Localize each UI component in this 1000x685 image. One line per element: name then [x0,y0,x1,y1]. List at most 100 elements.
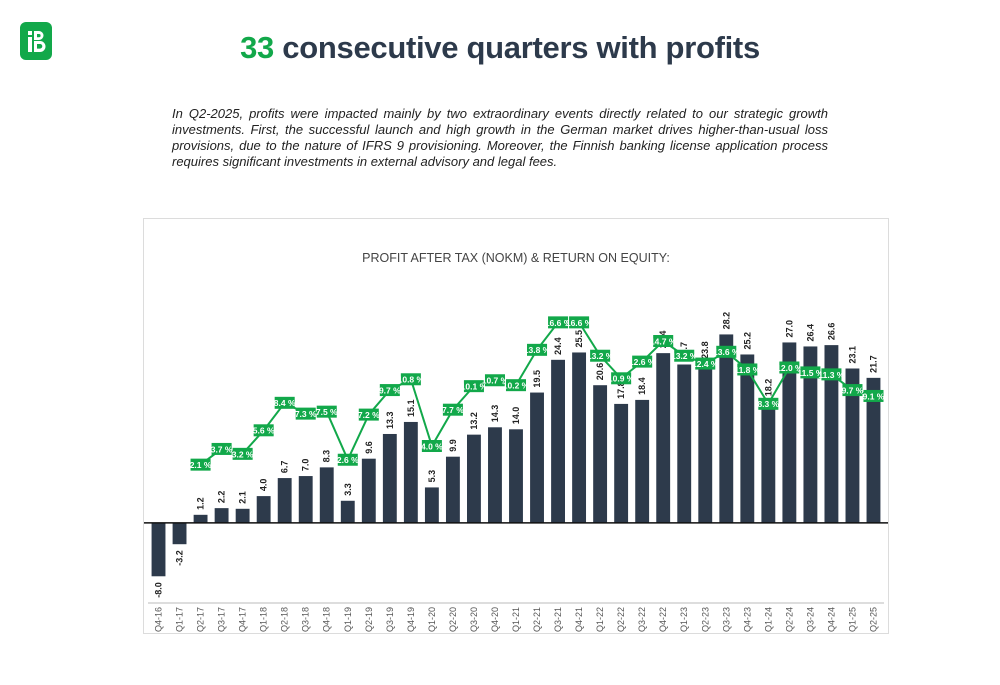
bar-Q4-23 [740,354,755,523]
roe-marker-Q2-17 [190,458,211,471]
bar-value-label: 24.4 [553,337,563,355]
bar-value-label: 20.6 [595,363,605,381]
roe-value-label: 10.9 % [608,374,635,384]
tick-label-Q1-25: Q1-25 [847,607,857,632]
roe-value-label: 2.6 % [337,455,359,465]
roe-marker-Q3-23 [716,345,737,358]
roe-marker-Q3-17 [211,442,232,455]
roe-marker-Q1-21 [505,379,527,392]
roe-marker-Q1-23 [674,349,695,362]
roe-value-label: 3.7 % [211,444,233,454]
bar-value-label: 2.1 [238,491,248,504]
bar-Q1-24 [761,401,776,523]
tick-label-Q4-21: Q4-21 [574,607,584,632]
bar-value-label: 9.9 [448,439,458,452]
roe-value-label: 5.6 % [253,426,275,436]
tick-label-Q3-20: Q3-20 [469,607,479,632]
bar-value-label: 1.2 [196,497,206,510]
roe-marker-Q4-18 [316,405,337,418]
bar-Q4-24 [824,345,839,523]
intro-paragraph: In Q2-2025, profits were impacted mainly… [172,106,828,169]
roe-value-label: 9.7 % [379,385,401,395]
roe-value-label: 7.5 % [316,407,338,417]
bar-value-label: 17.8 [616,381,626,399]
bar-Q1-21 [509,429,523,523]
roe-value-label: 10.2 % [503,381,530,391]
bar-value-label: 19.5 [532,370,542,388]
roe-value-label: 10.8 % [398,375,425,385]
roe-marker-Q4-20 [484,374,505,387]
roe-marker-Q2-20 [442,403,463,416]
tick-label-Q3-23: Q3-23 [721,607,731,632]
roe-marker-Q2-22 [611,372,632,385]
bar-value-label: -3.2 [175,550,185,566]
bar-Q3-24 [803,346,818,523]
tick-label-Q2-25: Q2-25 [868,607,878,632]
bar-Q2-25 [866,377,881,523]
roe-marker-Q3-21 [548,316,569,329]
roe-value-label: 10.7 % [482,376,509,386]
tick-label-Q3-21: Q3-21 [553,607,563,632]
tick-label-Q3-24: Q3-24 [805,607,815,632]
roe-value-label: 10.1 % [461,382,488,392]
roe-marker-Q3-20 [463,380,484,393]
roe-value-label: 9.1 % [863,391,885,401]
bar-Q4-21 [572,352,587,523]
bar-value-label: -8.0 [154,582,164,598]
bar-value-label: 26.6 [826,323,836,341]
roe-marker-Q2-18 [274,396,295,409]
bar-Q3-19 [382,433,397,523]
bar-value-label: 7.0 [301,459,311,472]
title-number: 33 [240,30,274,65]
tick-label-Q4-22: Q4-22 [658,607,668,632]
bar-value-label: 8.3 [322,450,332,463]
bar-value-label: 4.0 [259,479,269,492]
bar-value-label: 14.0 [511,407,521,425]
roe-value-label: 4.0 % [421,441,443,451]
bar-Q2-22 [614,403,629,523]
tick-label-Q4-18: Q4-18 [322,607,332,632]
bar-Q1-18 [256,496,271,523]
roe-value-label: 12.4 % [692,359,719,369]
bar-value-label: 25.2 [742,332,752,350]
page-title: 33 consecutive quarters with profits [0,30,1000,66]
roe-value-label: 13.2 % [587,351,614,361]
roe-value-label: 11.3 % [818,370,844,380]
chart-title: PROFIT AFTER TAX (NOKM) & RETURN ON EQUI… [362,251,670,265]
chart-plot: -8.0 -3.2 1.2 2.2 2.1 4.0 6.7 7.0 8.3 3.3 9.6 13.3 1… [144,312,888,632]
tick-label-Q3-22: Q3-22 [637,607,647,632]
tick-label-Q2-17: Q2-17 [196,607,206,632]
bar-value-label: 9.6 [364,441,374,454]
bar-value-label: 26.4 [805,324,815,342]
bar-Q2-18 [277,478,292,523]
roe-value-label: 12.0 % [776,363,803,373]
roe-marker-Q4-17 [232,447,253,460]
roe-marker-Q2-23 [695,357,716,370]
roe-marker-Q2-19 [358,408,379,421]
tick-label-Q2-19: Q2-19 [364,607,374,632]
roe-value-label: 7.2 % [358,410,380,420]
roe-marker-Q2-21 [527,343,548,356]
roe-value-label: 11.8 % [734,365,760,375]
tick-label-Q2-22: Q2-22 [616,607,626,632]
bar-Q2-20 [445,456,460,523]
bar-value-label: 5.3 [427,470,437,483]
tick-label-Q4-16: Q4-16 [154,607,164,632]
tick-label-Q1-22: Q1-22 [595,607,605,632]
bar-value-label: 21.7 [868,355,878,373]
roe-marker-Q4-22 [653,335,674,348]
bar-value-label: 18.2 [763,379,773,397]
roe-value-label: 8.3 % [757,399,779,409]
tick-label-Q3-17: Q3-17 [217,607,227,632]
tick-label-Q2-20: Q2-20 [448,607,458,632]
roe-marker-Q3-22 [632,355,653,368]
bar-Q1-17 [172,522,187,545]
bar-value-label: 15.1 [406,399,416,417]
bar-Q1-25 [845,368,860,523]
tick-label-Q4-23: Q4-23 [742,607,752,632]
tick-label-Q2-24: Q2-24 [784,607,794,632]
roe-marker-Q2-25 [863,389,884,402]
roe-marker-Q1-19 [337,453,358,466]
roe-marker-Q4-21 [569,316,590,329]
bar-Q4-22 [656,353,671,523]
